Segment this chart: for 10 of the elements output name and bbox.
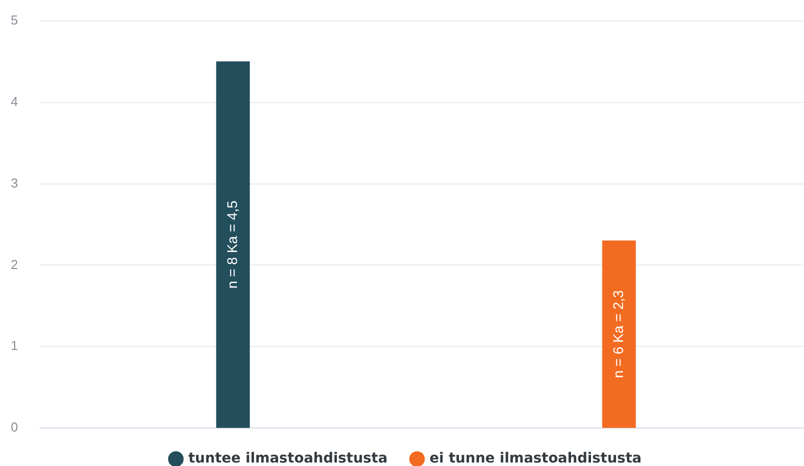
y-tick-label: 0 — [10, 420, 18, 435]
data-label: n = 8 Ka = 4,5 — [224, 200, 240, 289]
y-tick-label: 1 — [10, 338, 18, 354]
legend-label: ei tunne ilmastoahdistusta — [430, 450, 642, 466]
y-tick-label: 5 — [10, 12, 18, 28]
legend-label: tuntee ilmastoahdistusta — [188, 450, 388, 466]
y-tick-label: 2 — [10, 256, 18, 272]
data-label: n = 6 Ka = 2,3 — [610, 290, 626, 378]
y-tick-label: 4 — [10, 94, 18, 109]
y-tick-label: 3 — [10, 175, 18, 190]
